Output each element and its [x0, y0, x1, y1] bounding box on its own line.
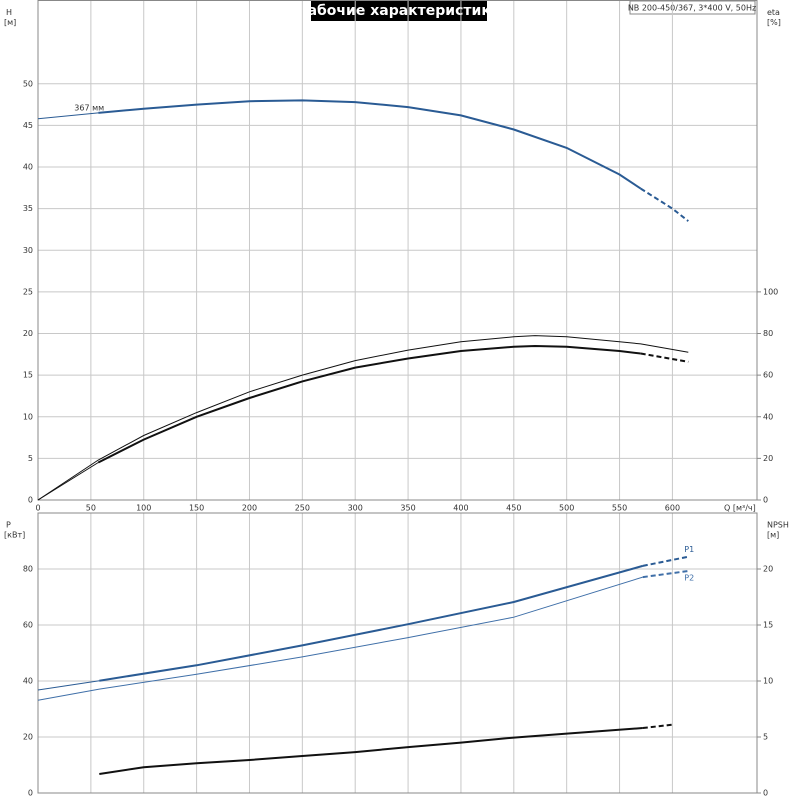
y2-tick-label: 80 — [763, 329, 773, 338]
y-tick-label: 30 — [23, 246, 33, 255]
y2-axis-label: eta — [767, 8, 780, 17]
y-tick-label: 20 — [23, 733, 33, 742]
y2-axis-label: NPSH — [767, 521, 789, 530]
y2-axis-unit: [%] — [767, 18, 781, 27]
curve — [37, 335, 689, 501]
curve — [642, 723, 673, 729]
x-tick-label: 200 — [242, 504, 257, 513]
y2-tick-label: 5 — [763, 733, 768, 742]
y-tick-label: 35 — [23, 204, 33, 213]
chart-title: Рабочие характеристики — [297, 3, 500, 19]
note: NB 200-450/367, 3*400 V, 50Hz — [628, 4, 756, 13]
x-tick-label: 250 — [295, 504, 310, 513]
x-tick-label: 150 — [189, 504, 204, 513]
y-tick-label: 20 — [23, 329, 33, 338]
y2-tick-label: 0 — [763, 496, 768, 505]
x-tick-label: 0 — [35, 504, 40, 513]
x-tick-label: 400 — [453, 504, 468, 513]
plot-frame — [37, 512, 758, 794]
y-tick-label: 50 — [23, 79, 33, 88]
y-tick-label: 10 — [23, 412, 33, 421]
y-axis-label: P — [6, 521, 11, 530]
y2-axis-unit: [м] — [767, 531, 779, 540]
curve-label: P1 — [684, 545, 694, 554]
y2-tick-label: 0 — [763, 789, 768, 798]
y-tick-label: 45 — [23, 121, 33, 130]
y-tick-label: 60 — [23, 621, 33, 630]
curve — [37, 576, 643, 701]
y2-tick-label: 20 — [763, 454, 773, 463]
plot-frame — [37, 0, 758, 501]
curve — [97, 344, 641, 464]
y-axis-label: H — [6, 8, 12, 17]
y-tick-label: 80 — [23, 565, 33, 574]
y-tick-label: 0 — [28, 496, 33, 505]
curve — [99, 727, 643, 775]
y-tick-label: 25 — [23, 287, 33, 296]
x-tick-label: 550 — [612, 504, 627, 513]
y-tick-label: 40 — [23, 163, 33, 172]
x-tick-label: 500 — [559, 504, 574, 513]
x-tick-label: 600 — [665, 504, 680, 513]
y-axis-unit: [м] — [4, 18, 16, 27]
y2-tick-label: 60 — [763, 371, 773, 380]
x-tick-label: 300 — [348, 504, 363, 513]
y-tick-label: 5 — [28, 454, 33, 463]
curve — [37, 462, 99, 501]
y2-tick-label: 100 — [763, 287, 778, 296]
curve-label: P2 — [684, 573, 694, 582]
curve — [99, 564, 644, 682]
curve — [640, 352, 689, 363]
curve — [642, 570, 689, 579]
y2-tick-label: 20 — [763, 565, 773, 574]
y2-tick-label: 15 — [763, 621, 773, 630]
x-tick-label: 50 — [86, 504, 96, 513]
x-axis-label: Q [м³/ч] — [724, 504, 756, 513]
curve-label: 367 мм — [74, 103, 104, 112]
x-tick-label: 350 — [400, 504, 415, 513]
x-tick-label: 100 — [136, 504, 151, 513]
x-tick-label: 450 — [506, 504, 521, 513]
y2-tick-label: 10 — [763, 677, 773, 686]
y-tick-label: 0 — [28, 789, 33, 798]
curve — [98, 99, 642, 190]
curve — [642, 555, 689, 567]
curve — [37, 680, 100, 691]
y-tick-label: 40 — [23, 677, 33, 686]
curve — [640, 187, 689, 222]
y-axis-unit: [кВт] — [4, 531, 25, 540]
curve — [37, 112, 99, 120]
y2-tick-label: 40 — [763, 412, 773, 421]
y-tick-label: 15 — [23, 371, 33, 380]
